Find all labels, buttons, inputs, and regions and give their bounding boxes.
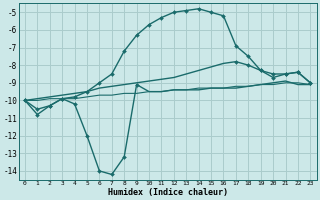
X-axis label: Humidex (Indice chaleur): Humidex (Indice chaleur): [108, 188, 228, 197]
